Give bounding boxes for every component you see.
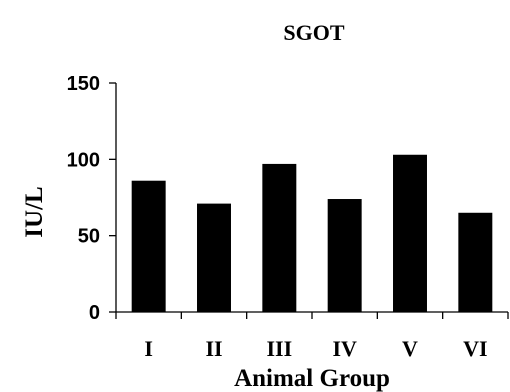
x-tick-label: I: [144, 336, 153, 361]
x-tick-label: VI: [463, 336, 487, 361]
y-axis: 0 50 100 150: [67, 73, 117, 324]
bar-v: [393, 154, 427, 312]
bar-vi: [458, 212, 493, 312]
y-tick-label: 150: [67, 73, 100, 95]
y-tick-label: 100: [67, 149, 100, 171]
x-tick-label: III: [266, 336, 292, 361]
x-tick-label: IV: [332, 336, 357, 361]
x-axis-label: Animal Group: [234, 365, 390, 392]
bar-i: [131, 180, 166, 312]
bar-iii: [262, 163, 297, 312]
x-tick-label: II: [205, 336, 222, 361]
bar-ii: [197, 203, 231, 312]
y-axis-label: IU/L: [21, 186, 48, 237]
y-tick-label: 0: [89, 302, 100, 324]
x-axis: I II III IV V VI: [115, 311, 509, 361]
x-tick-label: V: [402, 336, 418, 361]
y-tick-label: 50: [78, 226, 100, 248]
bar-iv: [327, 199, 362, 312]
chart-title: SGOT: [283, 20, 344, 45]
bars-group: [131, 154, 493, 312]
